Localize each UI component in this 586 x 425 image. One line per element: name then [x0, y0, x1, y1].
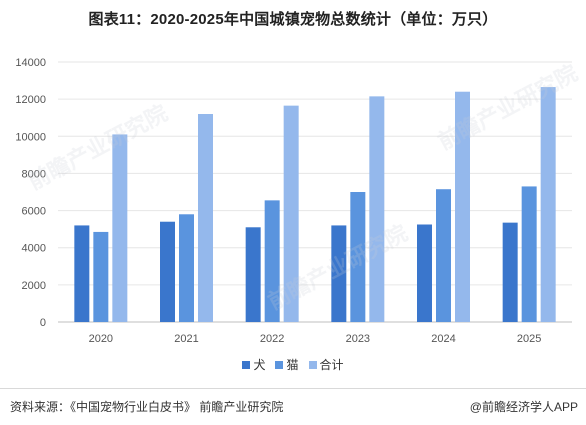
legend-swatch [275, 360, 284, 369]
source-note: 资料来源：《中国宠物行业白皮书》 前瞻产业研究院 [10, 400, 284, 414]
legend-item: 犬 [242, 356, 265, 373]
x-tick-label: 2023 [346, 333, 370, 345]
y-tick-label: 12000 [15, 94, 46, 106]
y-tick-label: 14000 [15, 57, 46, 69]
chart-area: 0 2000 4000 6000 8000 10000 12000 14000 2020 2021… [0, 36, 586, 376]
y-tick-label: 0 [40, 317, 46, 329]
legend-item: 猫 [275, 356, 299, 373]
y-tick-label: 4000 [22, 243, 46, 255]
legend-label: 犬 [253, 358, 266, 372]
x-tick-label: 2021 [174, 333, 198, 345]
y-tick-label: 8000 [22, 168, 46, 180]
x-tick-label: 2024 [431, 333, 455, 345]
bar [521, 186, 537, 322]
bar [350, 192, 366, 322]
y-tick-label: 2000 [22, 280, 46, 292]
legend-label: 合计 [319, 358, 344, 372]
bar [417, 224, 432, 322]
x-tick-label: 2022 [260, 333, 284, 345]
bar [283, 105, 299, 323]
x-tick-label: 2020 [89, 333, 113, 345]
footer: 资料来源：《中国宠物行业白皮书》 前瞻产业研究院 @前瞻经济学人APP [0, 388, 586, 425]
y-tick-label: 10000 [15, 131, 46, 143]
bar [502, 222, 518, 322]
bar [74, 225, 90, 322]
bar [455, 91, 470, 322]
legend-swatch [308, 360, 317, 369]
credit-note: @前瞻经济学人APP [469, 400, 578, 414]
bar [245, 227, 261, 322]
bar [93, 231, 109, 322]
y-tick-label: 6000 [22, 206, 46, 218]
bar [540, 87, 556, 322]
legend: 犬 猫 合计 [0, 356, 586, 373]
bar [264, 200, 280, 322]
legend-label: 猫 [286, 358, 299, 372]
bar [369, 96, 385, 322]
bar [179, 214, 194, 322]
bar-chart: 0 2000 4000 6000 8000 10000 12000 14000 2020 2021… [15, 57, 572, 345]
chart-title: 图表11：2020-2025年中国城镇宠物总数统计（单位：万只） [88, 11, 498, 28]
bar [331, 225, 347, 322]
legend-swatch [242, 360, 251, 369]
legend-item: 合计 [308, 356, 344, 373]
bar [112, 134, 128, 322]
bar [198, 114, 213, 322]
bar [160, 221, 175, 322]
bar [436, 189, 451, 322]
x-tick-label: 2025 [517, 333, 541, 345]
